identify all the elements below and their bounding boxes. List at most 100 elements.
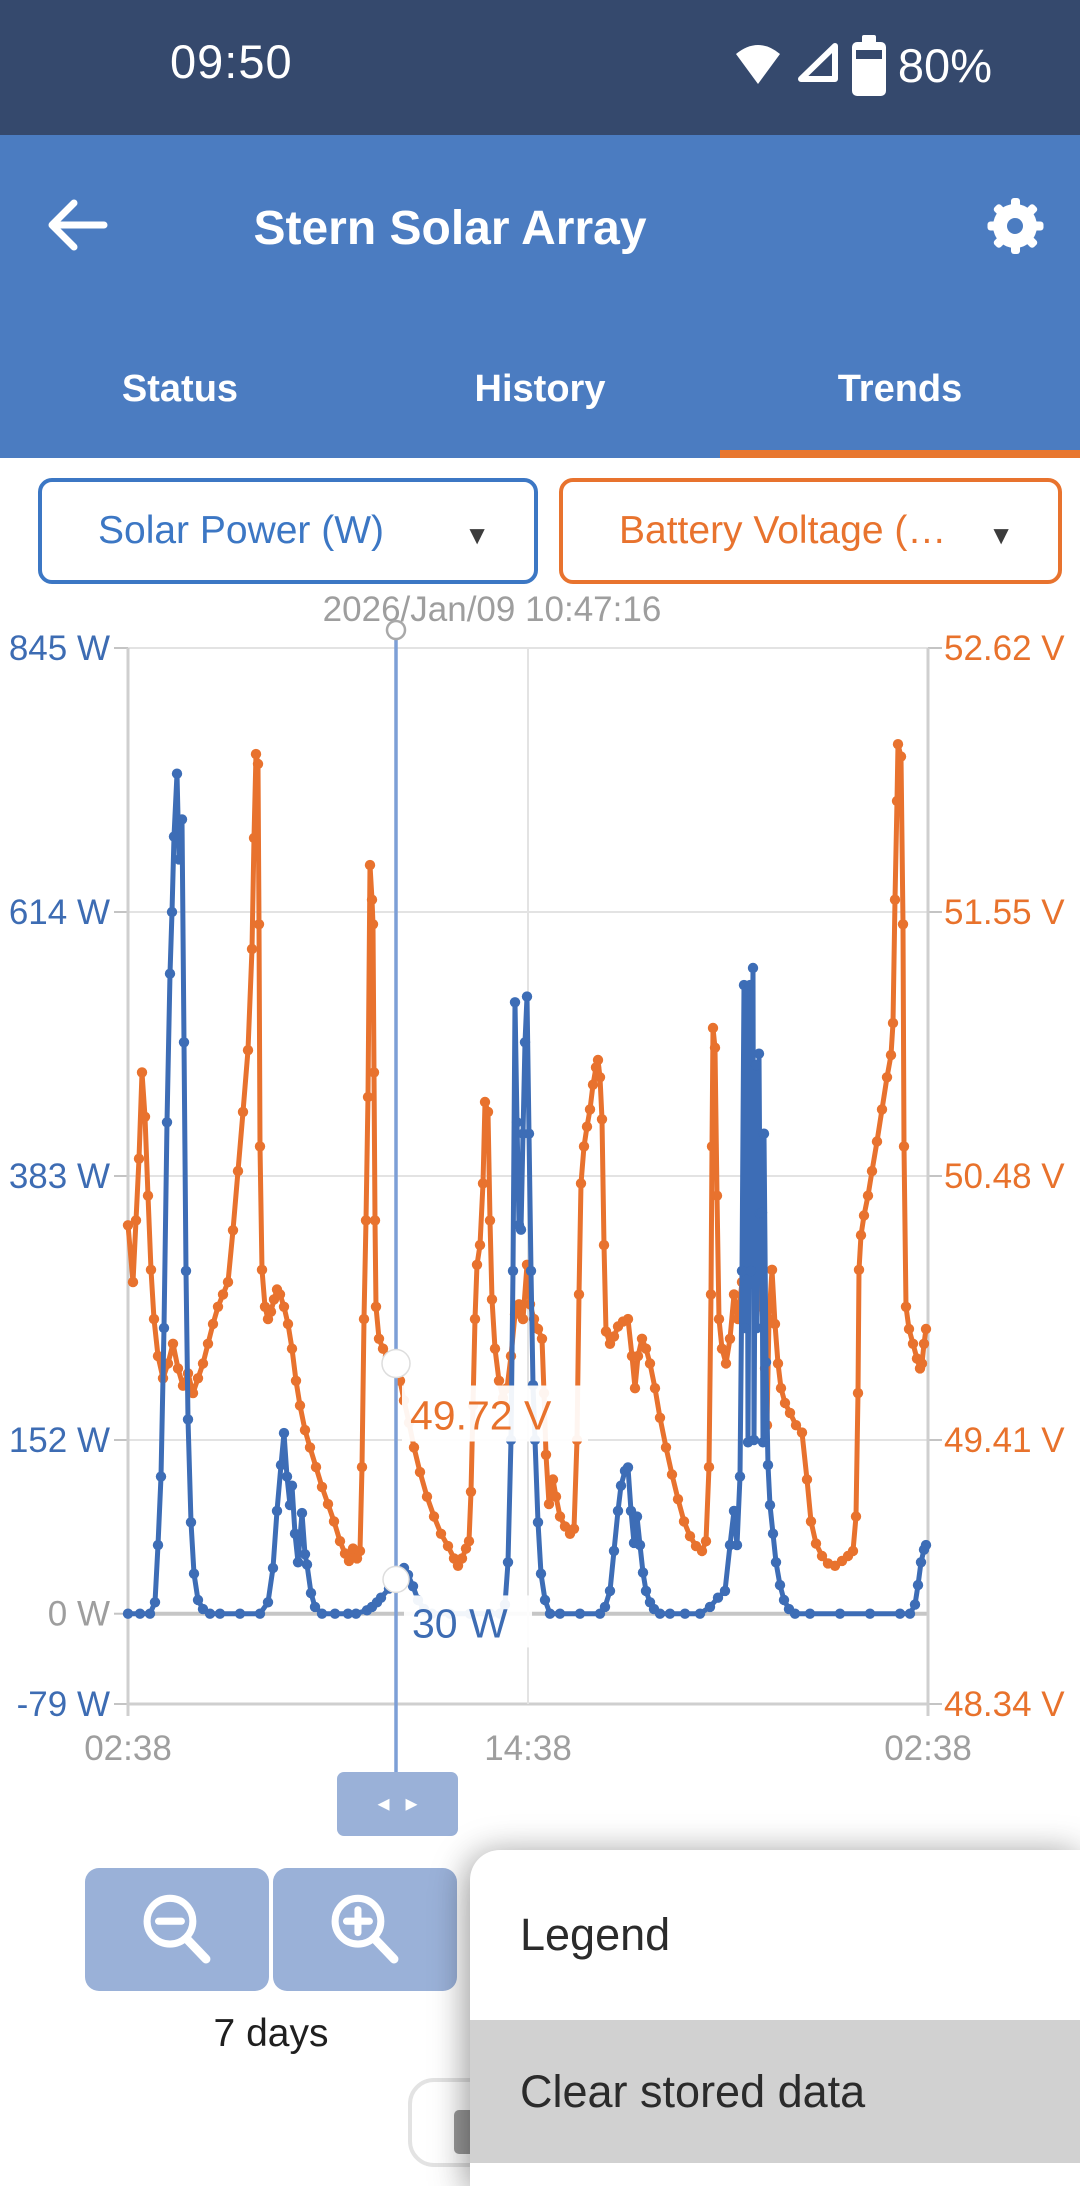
data-point (252, 758, 264, 770)
data-point (750, 1059, 762, 1071)
tab-status[interactable]: Status (121, 367, 239, 410)
data-point (581, 1121, 593, 1132)
data-point (573, 1289, 585, 1300)
data-point (134, 1608, 146, 1619)
data-point (707, 1022, 719, 1034)
data-point (292, 1557, 304, 1568)
data-point (728, 1289, 740, 1300)
data-point (762, 1459, 774, 1471)
data-point (232, 1165, 244, 1177)
data-point (694, 1608, 706, 1619)
data-point (834, 1608, 846, 1619)
right-axis-label: 48.34 V (944, 1685, 1065, 1724)
crosshair-voltage-marker (381, 1348, 411, 1379)
data-point (772, 1358, 784, 1369)
data-point (127, 1276, 139, 1288)
data-point (164, 968, 176, 979)
data-point (554, 1511, 566, 1522)
data-point (182, 1414, 194, 1425)
data-point (373, 1333, 385, 1345)
data-point (907, 1338, 919, 1350)
data-point (816, 1550, 828, 1562)
zoom-out-button[interactable] (85, 1868, 269, 1991)
data-point (515, 1224, 527, 1235)
data-point (920, 1539, 932, 1551)
data-point (864, 1608, 876, 1619)
data-point (286, 1480, 298, 1491)
data-point (253, 919, 265, 930)
data-point (265, 1306, 277, 1317)
data-point (747, 962, 759, 974)
data-point (309, 1601, 321, 1613)
data-point (278, 1301, 290, 1313)
data-point (142, 1190, 154, 1201)
data-point (275, 1459, 287, 1471)
left-series-select[interactable]: Solar Power (W) ▼ (38, 478, 538, 584)
data-point (456, 1553, 468, 1564)
back-arrow-icon[interactable] (44, 195, 110, 260)
data-point (217, 1289, 229, 1300)
right-series-label: Battery Voltage (… (619, 509, 947, 552)
data-point (887, 1017, 899, 1029)
data-point (254, 1141, 266, 1152)
zoom-in-button[interactable] (273, 1868, 457, 1991)
pan-handle[interactable]: ◂ ▸ (337, 1772, 458, 1836)
data-point (568, 1523, 580, 1535)
menu-item-clear-stored-data[interactable]: Clear stored data (470, 2020, 1080, 2163)
crosshair-top-handle[interactable] (385, 619, 407, 641)
data-point (192, 1594, 204, 1606)
data-point (322, 1498, 334, 1510)
data-point (784, 1407, 796, 1419)
data-point (745, 1265, 757, 1277)
data-point (654, 1412, 666, 1424)
data-point (256, 1264, 268, 1276)
crosshair-datetime: 2026/Jan/09 10:47:16 (322, 590, 662, 629)
data-point (881, 1072, 893, 1083)
data-point (739, 1322, 751, 1334)
chevron-down-icon: ▼ (988, 520, 1014, 550)
data-point (769, 1318, 781, 1330)
data-point (507, 1265, 519, 1277)
data-point (853, 1264, 865, 1276)
data-point (672, 1494, 684, 1505)
crosshair-voltage-label: 49.72 V (410, 1393, 552, 1439)
data-point (364, 859, 376, 871)
menu-item-legend[interactable]: Legend (520, 1909, 671, 1960)
battery-icon (851, 34, 886, 96)
data-point (477, 1178, 489, 1189)
data-point (753, 1048, 765, 1059)
left-axis-label: 0 W (48, 1595, 110, 1634)
data-point (584, 1104, 596, 1115)
data-point (354, 1545, 366, 1557)
data-point (678, 1516, 690, 1527)
data-point (158, 1322, 170, 1334)
data-point (604, 1585, 616, 1597)
data-point (145, 1264, 157, 1276)
data-point (334, 1536, 346, 1547)
data-point (724, 1333, 736, 1345)
data-point (304, 1442, 316, 1453)
data-point (912, 1579, 924, 1591)
data-point (222, 1276, 234, 1288)
data-point (897, 919, 909, 930)
data-point (367, 919, 379, 930)
data-point (547, 1474, 559, 1485)
right-axis-label: 51.55 V (944, 893, 1065, 932)
data-point (180, 1265, 192, 1277)
data-point (130, 1215, 142, 1226)
data-point (133, 1153, 145, 1164)
zoom-controls (85, 1868, 457, 1991)
right-series-select[interactable]: Battery Voltage (… ▼ (559, 478, 1062, 584)
data-point (632, 1350, 644, 1362)
settings-gear-icon[interactable] (986, 197, 1044, 255)
crosshair-power-marker (382, 1565, 410, 1594)
app-header: Stern Solar Array Status History Trends (0, 135, 1080, 458)
data-point (166, 906, 178, 918)
data-point (918, 1338, 930, 1350)
range-label: 7 days (213, 2012, 329, 2055)
tab-history[interactable]: History (474, 367, 606, 410)
data-point (796, 1427, 808, 1438)
data-point (634, 1539, 646, 1551)
tab-trends[interactable]: Trends (837, 367, 963, 410)
